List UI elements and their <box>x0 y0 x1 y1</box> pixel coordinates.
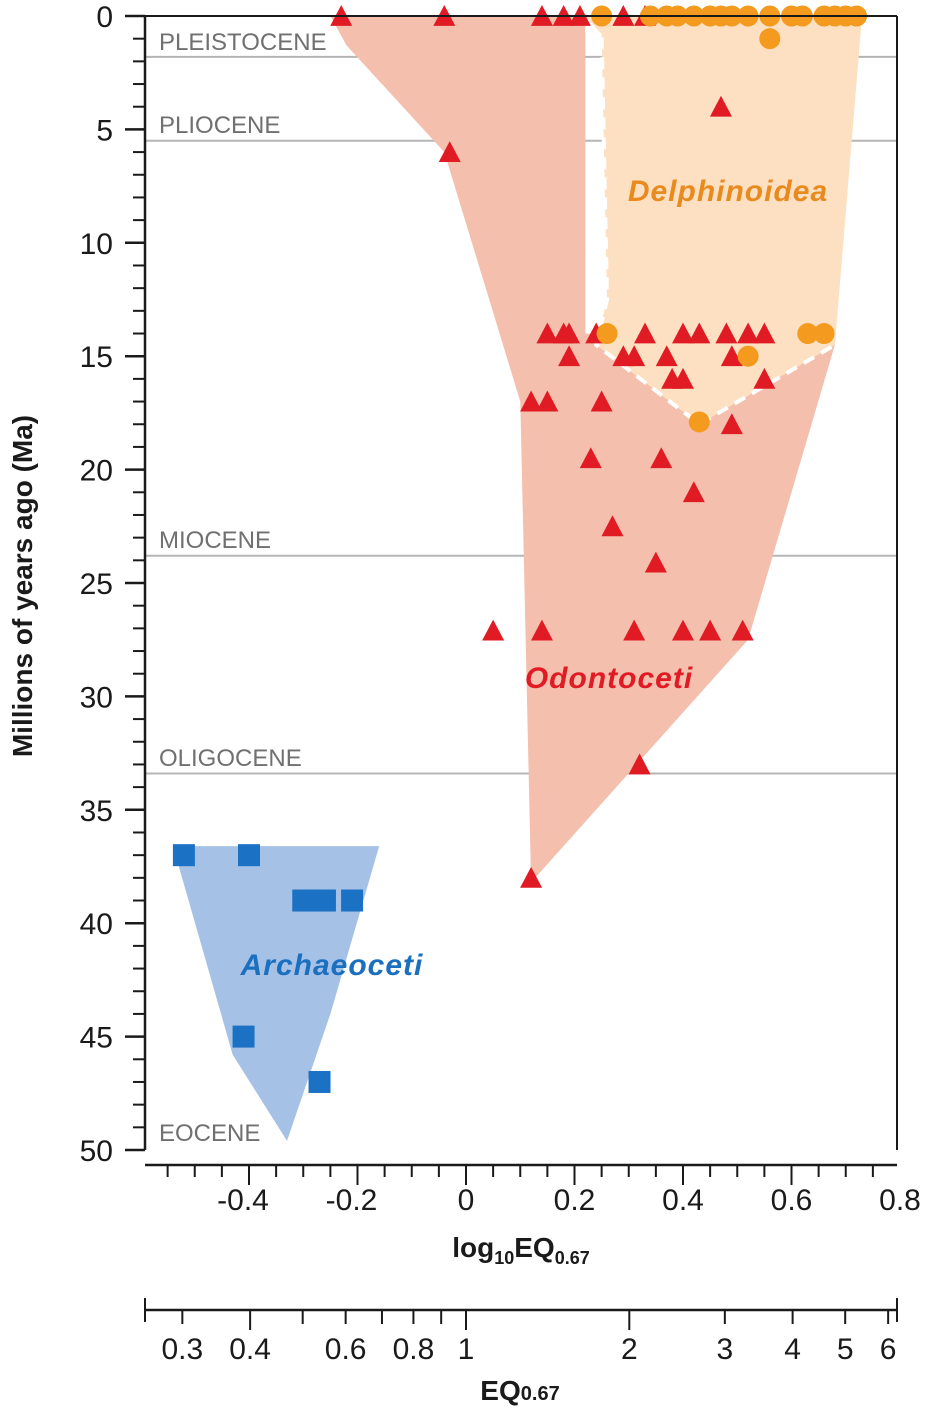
secondary-x-axis-title-sub: 0.67 <box>521 1383 560 1405</box>
delphinoidea-point <box>737 345 759 367</box>
y-tick-label: 0 <box>96 1 113 34</box>
secondary-x-tick-label: 1 <box>458 1333 475 1366</box>
odontoceti-point <box>601 515 624 537</box>
delphinoidea-point <box>797 323 819 345</box>
odontoceti-point <box>558 345 581 367</box>
odontoceti-point <box>672 322 694 344</box>
x-tick-label: 0.4 <box>662 1184 704 1217</box>
odontoceti-point <box>720 345 743 367</box>
secondary-x-axis-title-main: EQ <box>480 1375 520 1406</box>
x-tick-label: -0.2 <box>326 1184 378 1217</box>
secondary-x-tick-label: 0.6 <box>325 1333 367 1366</box>
hull-layer <box>173 16 862 1141</box>
y-tick-label: 45 <box>80 1022 113 1055</box>
x-axis-title-log: log <box>452 1232 494 1263</box>
secondary-x-tick-label: 0.3 <box>161 1333 203 1366</box>
odontoceti-point <box>655 345 678 367</box>
group-label-odontoceti: Odontoceti <box>525 662 693 695</box>
secondary-x-tick-label: 3 <box>716 1333 733 1366</box>
odontoceti-point <box>579 447 602 469</box>
x-axis-title-main: EQ <box>514 1232 554 1263</box>
x-tick-label: 0.2 <box>554 1184 596 1217</box>
odontoceti-point <box>623 619 646 641</box>
odontoceti-point <box>715 322 738 344</box>
region-archaeoceti <box>173 846 380 1141</box>
odontoceti-point <box>731 619 754 641</box>
x-tick-label: -0.4 <box>217 1184 269 1217</box>
archaeoceti-point <box>341 889 364 912</box>
delphinoidea-point <box>596 323 618 345</box>
odontoceti-point <box>672 367 694 389</box>
secondary-x-tick-label: 0.4 <box>229 1333 271 1366</box>
y-tick-label: 15 <box>80 341 113 374</box>
odontoceti-point <box>520 866 543 888</box>
odontoceti-point <box>720 413 743 435</box>
point-layer <box>172 5 868 1093</box>
odontoceti-point <box>650 447 673 469</box>
y-tick-label: 5 <box>96 114 113 147</box>
odontoceti-point <box>536 390 559 412</box>
region-odontoceti <box>330 16 835 883</box>
y-axis-title: Millions of years ago (Ma) <box>7 415 38 757</box>
odontoceti-point <box>628 753 651 775</box>
odontoceti-point <box>530 619 553 641</box>
odontoceti-point <box>699 619 722 641</box>
odontoceti-point <box>590 390 613 412</box>
secondary-x-axis-title: EQ0.67 <box>480 1375 559 1406</box>
epoch-label: PLIOCENE <box>159 112 280 139</box>
odontoceti-point <box>682 481 705 503</box>
secondary-x-tick-label: 0.8 <box>393 1333 435 1366</box>
x-tick-label: 0.6 <box>771 1184 813 1217</box>
epoch-label: OLIGOCENE <box>159 745 302 772</box>
archaeoceti-point <box>232 1025 255 1048</box>
odontoceti-point <box>688 322 711 344</box>
odontoceti-point <box>753 367 776 389</box>
y-tick-label: 50 <box>80 1135 113 1168</box>
region-delphinoidea <box>585 16 862 425</box>
secondary-x-tick-label: 4 <box>784 1333 801 1366</box>
epoch-label: EOCENE <box>159 1120 260 1147</box>
group-label-delphinoidea: Delphinoidea <box>628 175 828 208</box>
odontoceti-point <box>644 551 667 573</box>
odontoceti-point <box>709 95 732 117</box>
delphinoidea-point <box>759 28 781 50</box>
secondary-x-tick-label: 6 <box>880 1333 897 1366</box>
x-axis-title: log10EQ0.67 <box>452 1232 590 1268</box>
archaeoceti-point <box>238 844 260 867</box>
odontoceti-point <box>753 322 776 344</box>
epoch-label: PLEISTOCENE <box>159 29 327 56</box>
odontoceti-point <box>672 619 694 641</box>
odontoceti-point <box>438 141 461 162</box>
delphinoidea-point <box>813 323 835 345</box>
odontoceti-point <box>634 322 657 344</box>
archaeoceti-point <box>313 889 336 912</box>
odontoceti-point <box>482 619 505 641</box>
epoch-label: MIOCENE <box>159 527 271 554</box>
odontoceti-point <box>536 322 559 344</box>
y-tick-label: 35 <box>80 795 113 828</box>
delphinoidea-point <box>688 411 710 433</box>
y-tick-label: 30 <box>80 681 113 714</box>
x-tick-label: 0.8 <box>879 1184 921 1217</box>
y-tick-label: 20 <box>80 455 113 488</box>
y-tick-label: 40 <box>80 908 113 941</box>
y-tick-label: 25 <box>80 568 113 601</box>
x-tick-label: 0 <box>458 1184 475 1217</box>
archaeoceti-point <box>308 1070 331 1093</box>
archaeoceti-point <box>172 844 195 867</box>
odontoceti-point <box>737 322 760 344</box>
x-axis-title-sub: 10 <box>494 1248 514 1268</box>
secondary-x-tick-label: 2 <box>621 1333 638 1366</box>
x-axis-title-main-sub: 0.67 <box>555 1248 590 1268</box>
odontoceti-point <box>623 345 646 367</box>
group-label-archaeoceti: Archaeoceti <box>240 949 424 982</box>
delphinoidea-boundary-dashed <box>584 27 836 427</box>
odontoceti-point <box>558 322 581 344</box>
y-tick-label: 10 <box>80 228 113 261</box>
secondary-x-tick-label: 5 <box>837 1333 854 1366</box>
odontoceti-point <box>520 390 543 412</box>
